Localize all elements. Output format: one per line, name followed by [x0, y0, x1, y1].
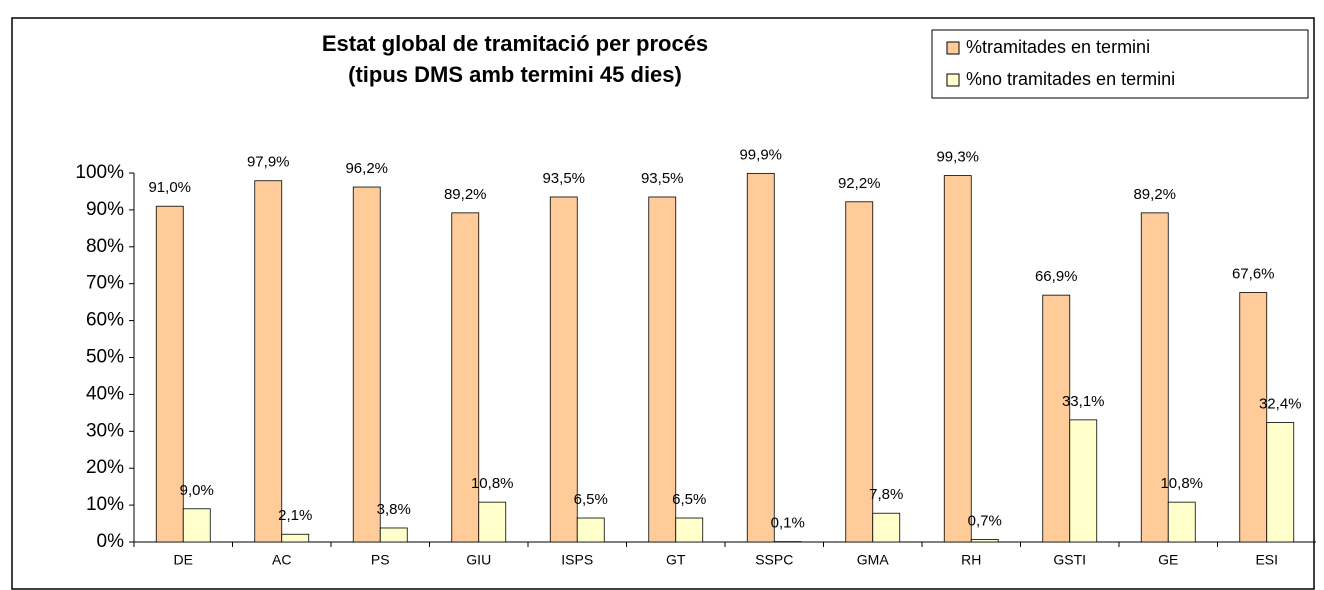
bar	[451, 212, 480, 543]
legend-label: %tramitades en termini	[966, 37, 1150, 57]
value-label: 10,8%	[471, 475, 514, 492]
value-label: 99,3%	[936, 149, 979, 166]
value-label: 9,0%	[180, 482, 214, 499]
x-tick-label: GMA	[857, 552, 890, 568]
x-tick-label: GE	[1158, 552, 1178, 568]
bar	[478, 501, 507, 543]
bar	[1239, 292, 1268, 543]
value-label: 93,5%	[542, 170, 585, 187]
value-label: 3,8%	[377, 501, 411, 518]
value-label: 96,2%	[345, 160, 388, 177]
chart-title: Estat global de tramitació per procés	[322, 31, 708, 56]
y-tick-label: 100%	[75, 162, 124, 183]
bar	[872, 512, 901, 543]
value-label: 0,7%	[968, 512, 1002, 529]
bar	[1140, 212, 1169, 543]
value-label: 97,9%	[247, 154, 290, 171]
y-tick-label: 0%	[97, 531, 125, 552]
x-tick-label: GIU	[466, 552, 491, 568]
bar	[1069, 419, 1098, 543]
value-label: 6,5%	[574, 491, 608, 508]
bar	[379, 527, 408, 543]
value-label: 0,1%	[771, 515, 805, 532]
value-label: 32,4%	[1259, 395, 1302, 412]
bar	[281, 533, 310, 543]
bar	[943, 175, 972, 543]
x-tick-label: RH	[961, 552, 981, 568]
bar	[254, 180, 283, 543]
legend-swatch	[946, 41, 960, 55]
legend-label: %no tramitades en termini	[966, 69, 1175, 89]
y-tick-label: 70%	[86, 273, 124, 294]
value-label: 89,2%	[1133, 186, 1176, 203]
x-tick-label: PS	[371, 552, 390, 568]
value-label: 92,2%	[838, 175, 881, 192]
x-tick-label: AC	[272, 552, 291, 568]
value-label: 99,9%	[739, 146, 782, 163]
bar	[155, 205, 184, 543]
value-label: 89,2%	[444, 186, 487, 203]
value-label: 67,6%	[1232, 266, 1275, 283]
bar	[648, 196, 677, 543]
x-tick-label: SSPC	[755, 552, 793, 568]
x-tick-label: ISPS	[561, 552, 593, 568]
y-tick-label: 60%	[86, 310, 124, 331]
y-tick-label: 30%	[86, 420, 124, 441]
bar	[970, 539, 999, 543]
bar	[675, 517, 704, 543]
y-tick-label: 20%	[86, 457, 124, 478]
value-label: 93,5%	[641, 170, 684, 187]
bar	[352, 186, 381, 543]
value-label: 91,0%	[148, 179, 191, 196]
y-tick-label: 50%	[86, 347, 124, 368]
x-tick-label: GT	[666, 552, 686, 568]
y-tick-label: 90%	[86, 199, 124, 220]
value-label: 33,1%	[1062, 393, 1105, 410]
value-label: 7,8%	[869, 486, 903, 503]
bar	[1042, 294, 1071, 543]
x-tick-label: ESI	[1255, 552, 1278, 568]
x-tick-label: GSTI	[1053, 552, 1086, 568]
value-label: 2,1%	[278, 507, 312, 524]
chart-subtitle: (tipus DMS amb termini 45 dies)	[348, 62, 682, 87]
y-tick-label: 10%	[86, 494, 124, 515]
x-tick-label: DE	[174, 552, 193, 568]
y-tick-label: 40%	[86, 383, 124, 404]
value-label: 6,5%	[672, 491, 706, 508]
bar	[549, 196, 578, 543]
y-tick-label: 80%	[86, 236, 124, 257]
bar	[1266, 422, 1295, 543]
legend-swatch	[946, 73, 960, 87]
bar	[576, 517, 605, 543]
value-label: 10,8%	[1160, 475, 1203, 492]
bar	[1167, 501, 1196, 543]
value-label: 66,9%	[1035, 268, 1078, 285]
bar	[845, 201, 874, 543]
legend	[931, 29, 1309, 99]
bar	[746, 172, 775, 543]
bar	[182, 508, 211, 543]
